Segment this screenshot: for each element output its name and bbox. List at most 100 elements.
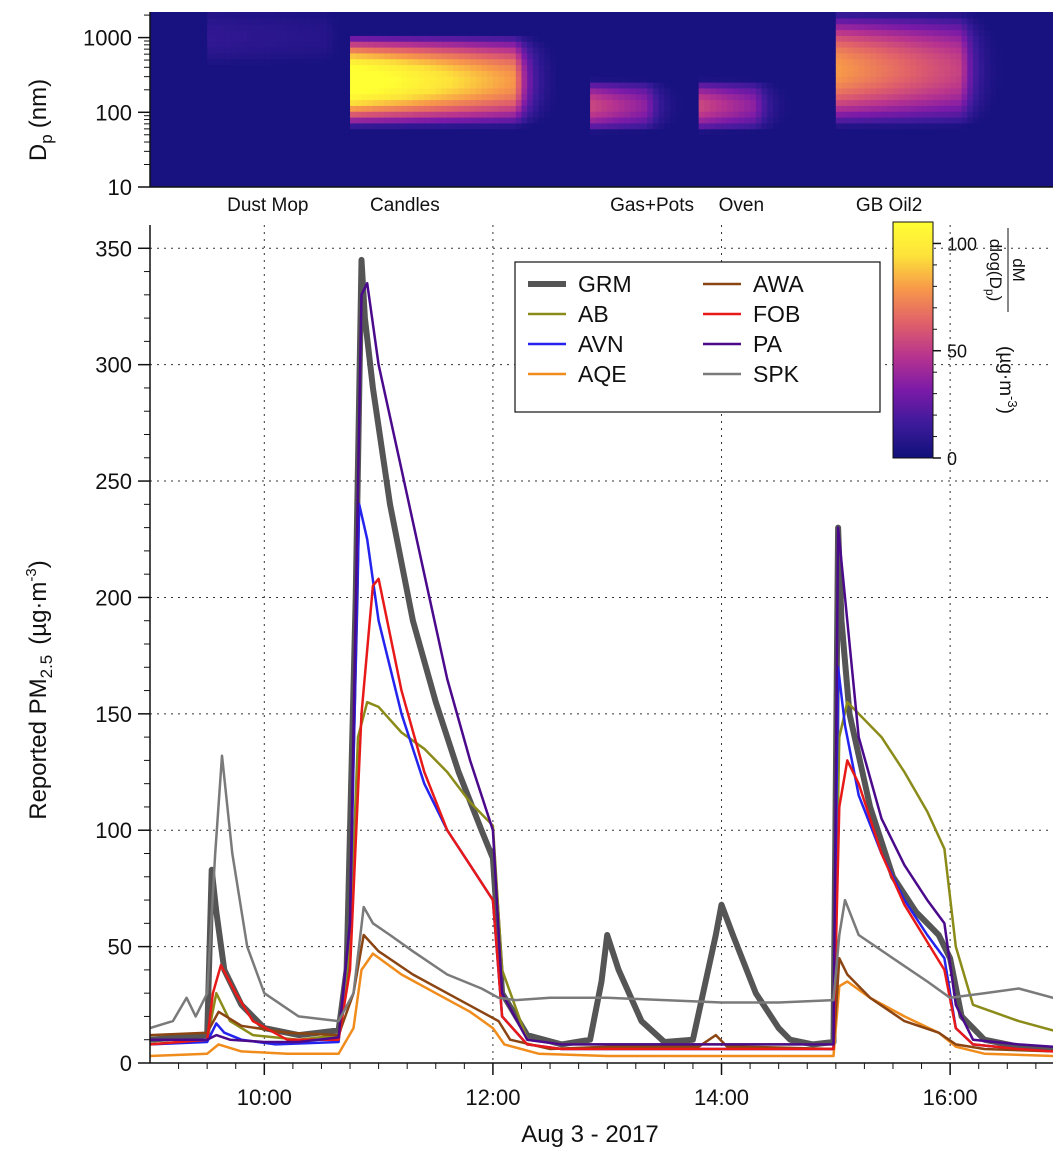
heatmap-cell [578, 93, 585, 101]
heatmap-cell [635, 163, 643, 171]
heatmap-cell [790, 146, 797, 153]
heatmap-cell [407, 12, 414, 19]
heatmap-cell [487, 128, 494, 136]
heatmap-cell [784, 93, 791, 101]
heatmap-cell [275, 70, 283, 77]
heatmap-cell [344, 117, 351, 124]
heatmap-cell [224, 157, 231, 165]
heatmap-cell [378, 23, 385, 31]
heatmap-cell [710, 41, 717, 48]
heatmap-cell [361, 152, 368, 159]
heatmap-cell [407, 111, 414, 118]
heatmap-cell [1012, 58, 1020, 66]
heatmap-cell [630, 93, 637, 101]
heatmap-cell [944, 17, 951, 25]
heatmap-cell [555, 99, 563, 106]
heatmap-cell [281, 152, 288, 159]
heatmap-cell [567, 35, 574, 42]
heatmap-cell [241, 163, 248, 171]
heatmap-cell [555, 70, 563, 77]
heatmap-cell [641, 122, 648, 130]
heatmap-cell [818, 163, 825, 171]
heatmap-cell [1001, 23, 1008, 31]
heatmap-cell [790, 17, 797, 25]
heatmap-cell [264, 128, 271, 136]
heatmap-cell [218, 87, 225, 95]
heatmap-cell [527, 23, 534, 31]
heatmap-cell [835, 47, 843, 54]
heatmap-cell [150, 76, 157, 83]
heatmap-cell [544, 64, 551, 71]
heatmap-cell [795, 134, 803, 141]
heatmap-cell [310, 76, 317, 83]
heatmap-cell [190, 111, 197, 118]
heatmap-cell [350, 152, 357, 159]
heatmap-cell [887, 175, 894, 182]
heatmap-cell [538, 41, 545, 48]
heatmap-cell [647, 70, 654, 77]
heatmap-cell [435, 157, 443, 165]
heatmap-cell [458, 12, 465, 19]
heatmap-cell [315, 87, 323, 95]
heatmap-cell [321, 47, 328, 54]
heatmap-cell [852, 64, 860, 71]
heatmap-cell [578, 29, 585, 36]
heatmap-cell [150, 52, 157, 60]
heatmap-cell [1018, 76, 1026, 83]
heatmap-cell [458, 146, 465, 153]
heatmap-cell [772, 134, 780, 141]
heatmap-cell [270, 152, 277, 159]
heatmap-cell [412, 140, 420, 147]
heatmap-cell [864, 76, 871, 83]
heatmap-cell [338, 76, 345, 83]
heatmap-cell [750, 105, 757, 112]
heatmap-cell [441, 52, 448, 60]
heatmap-cell [927, 152, 934, 159]
heatmap-cell [401, 58, 408, 66]
heatmap-cell [367, 87, 374, 95]
heatmap-cell [418, 117, 425, 124]
heatmap-cell [487, 76, 494, 83]
heatmap-cell [247, 17, 254, 25]
heatmap-cell [195, 35, 203, 42]
heatmap-cell [315, 47, 323, 54]
heatmap-cell [927, 128, 934, 136]
heatmap-cell [624, 134, 631, 141]
heatmap-cell [464, 99, 471, 106]
heatmap-cell [1047, 128, 1053, 136]
heatmap-cell [475, 117, 483, 124]
heatmap-cell [961, 93, 968, 101]
heatmap-cell [790, 140, 797, 147]
heatmap-cell [990, 76, 997, 83]
heatmap-cell [978, 87, 986, 95]
heatmap-cell [978, 99, 986, 106]
heatmap-cell [732, 87, 740, 95]
heatmap-cell [601, 70, 608, 77]
heatmap-cell [938, 146, 946, 153]
heatmap-cell [1012, 70, 1020, 77]
heatmap-cell [224, 146, 231, 153]
heatmap-cell [1012, 163, 1020, 171]
heatmap-cell [698, 87, 705, 95]
heatmap-cell [418, 169, 425, 176]
heatmap-cell [161, 17, 168, 25]
heatmap-cell [418, 181, 425, 187]
heatmap-cell [458, 17, 465, 25]
heatmap-cell [595, 58, 603, 66]
heatmap-cell [927, 111, 934, 118]
heatmap-cell [761, 52, 768, 60]
heatmap-cell [281, 122, 288, 130]
heatmap-cell [864, 122, 871, 130]
heatmap-cell [710, 99, 717, 106]
heatmap-cell [281, 163, 288, 171]
heatmap-cell [955, 23, 963, 31]
heatmap-cell [235, 99, 243, 106]
heatmap-cell [327, 99, 334, 106]
heatmap-cell [635, 23, 643, 31]
heatmap-cell [635, 122, 643, 130]
heatmap-cell [801, 52, 808, 60]
heatmap-cell [721, 105, 728, 112]
heatmap-cell [424, 87, 431, 95]
heatmap-cell [538, 35, 545, 42]
heatmap-cell [590, 82, 597, 89]
